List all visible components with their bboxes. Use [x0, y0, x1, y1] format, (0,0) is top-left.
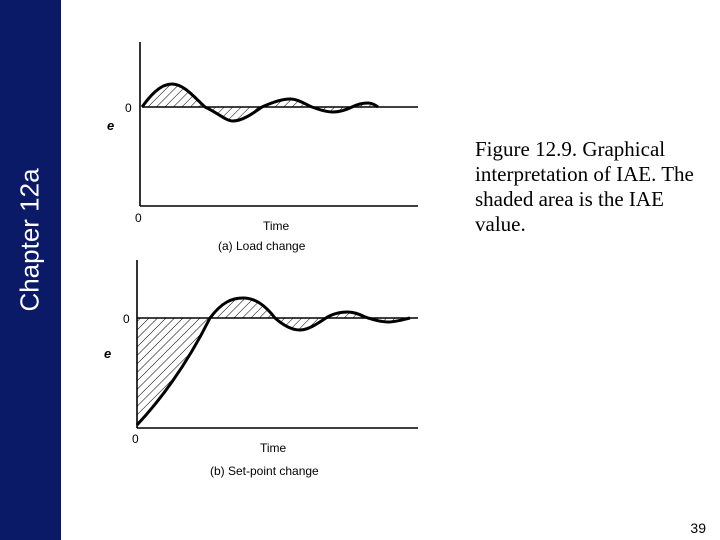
- load-change-plot: 0 e 0 Time (a) Load change: [107, 42, 418, 253]
- setpoint-change-plot: 0 e 0 Time (b) Set-point change: [104, 260, 418, 478]
- bottom-zero-label: 0: [123, 312, 130, 326]
- top-caption: (a) Load change: [218, 239, 306, 253]
- bottom-y-label: e: [104, 346, 111, 361]
- top-zero-label: 0: [125, 101, 132, 115]
- bottom-x-label: Time: [260, 441, 287, 455]
- top-y-label: e: [107, 118, 114, 133]
- top-x-label: Time: [263, 219, 290, 233]
- iae-figure: 0 e 0 Time (a) Load change 0 e 0 Time (b…: [104, 42, 418, 478]
- page-number: 39: [690, 520, 706, 536]
- top-origin-label: 0: [135, 211, 142, 225]
- chapter-title: Chapter 12a: [14, 168, 45, 312]
- sidebar: Chapter 12a: [0, 0, 61, 540]
- bottom-response-curve: [135, 296, 411, 427]
- top-shaded-area: [142, 84, 378, 121]
- bottom-origin-label: 0: [132, 432, 139, 446]
- bottom-caption: (b) Set-point change: [210, 464, 319, 478]
- figure-caption: Figure 12.9. Graphical interpretation of…: [475, 137, 694, 236]
- top-response-curve: [140, 82, 379, 123]
